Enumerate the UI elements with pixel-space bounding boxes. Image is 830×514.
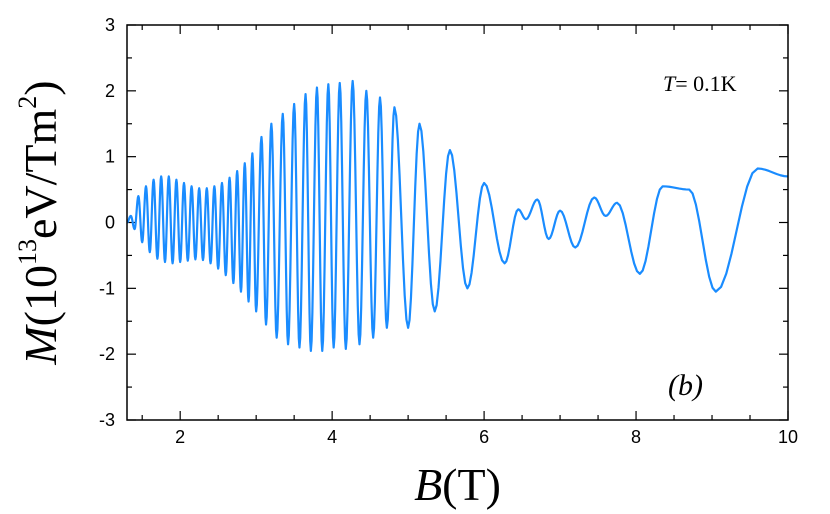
panel-label: (b) [668,369,703,402]
x-axis-title: B(T) [414,459,501,510]
y-tick-label: 3 [105,15,115,35]
y-axis-unit-power: 2 [13,96,42,109]
y-axis-unit-main: eV/Tm [15,108,66,239]
y-axis-unit-close: ) [15,80,66,95]
x-tick-label: 8 [631,427,641,447]
magnetization-curve [126,79,789,352]
tick-labels: 2 4 6 8 10 -3 -2 -1 0 1 2 3 [99,15,798,447]
y-tick-label: -2 [99,344,115,364]
y-tick-label: -3 [99,410,115,430]
x-tick-label: 4 [327,427,337,447]
y-axis-title: M(1013eV/Tm2) [13,80,66,365]
y-tick-label: 1 [105,147,115,167]
x-axis-symbol: B [414,459,442,510]
y-tick-label: 0 [105,213,115,233]
y-tick-label: 2 [105,81,115,101]
y-axis-symbol: M [15,324,66,366]
temperature-symbol: T [663,71,677,96]
temperature-value: = 0.1K [675,71,736,96]
x-tick-label: 10 [778,427,798,447]
y-axis-unit-prefix: (10 [15,265,66,326]
x-axis-unit: (T) [442,459,501,510]
y-tick-label: -1 [99,278,115,298]
x-tick-label: 2 [175,427,185,447]
y-axis-exponent: 13 [13,239,42,265]
temperature-annotation: T= 0.1K [663,71,737,96]
x-tick-label: 6 [479,427,489,447]
plot-frame [126,24,789,421]
